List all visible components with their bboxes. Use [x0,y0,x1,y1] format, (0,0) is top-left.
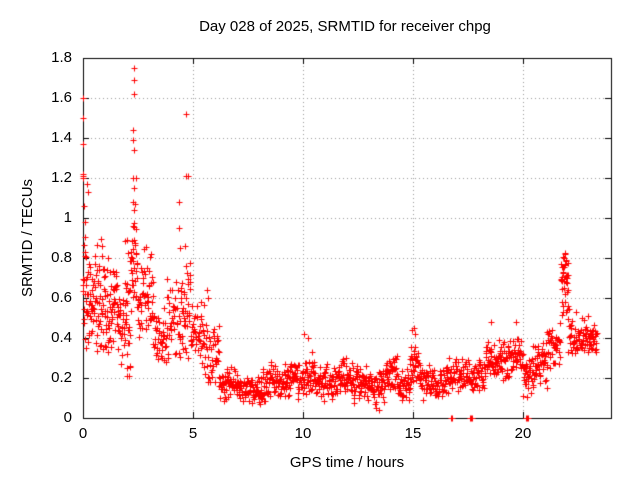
x-tick-label: 0 [78,425,88,442]
y-tick-label: 0.8 [51,249,72,266]
x-tick-label: 15 [404,425,422,442]
y-tick-label: 0.6 [51,289,72,306]
y-axis-label: SRMTID / TECUs [19,178,36,298]
x-tick-label: 5 [188,425,198,442]
y-tick-label: 0 [63,409,72,426]
y-tick-label: 1.2 [51,169,72,186]
y-tick-label: 1.8 [51,49,72,66]
y-tick-label: 1.4 [51,129,72,146]
y-tick-label: 1.6 [51,89,72,106]
x-tick-label: 20 [514,425,532,442]
x-tick-label: 10 [294,425,312,442]
y-tick-label: 0.4 [51,329,72,346]
chart-title: Day 028 of 2025, SRMTID for receiver chp… [199,18,491,35]
x-axis-label: GPS time / hours [289,454,405,471]
y-tick-label: 0.2 [51,369,72,386]
y-tick-label: 1 [63,209,72,226]
